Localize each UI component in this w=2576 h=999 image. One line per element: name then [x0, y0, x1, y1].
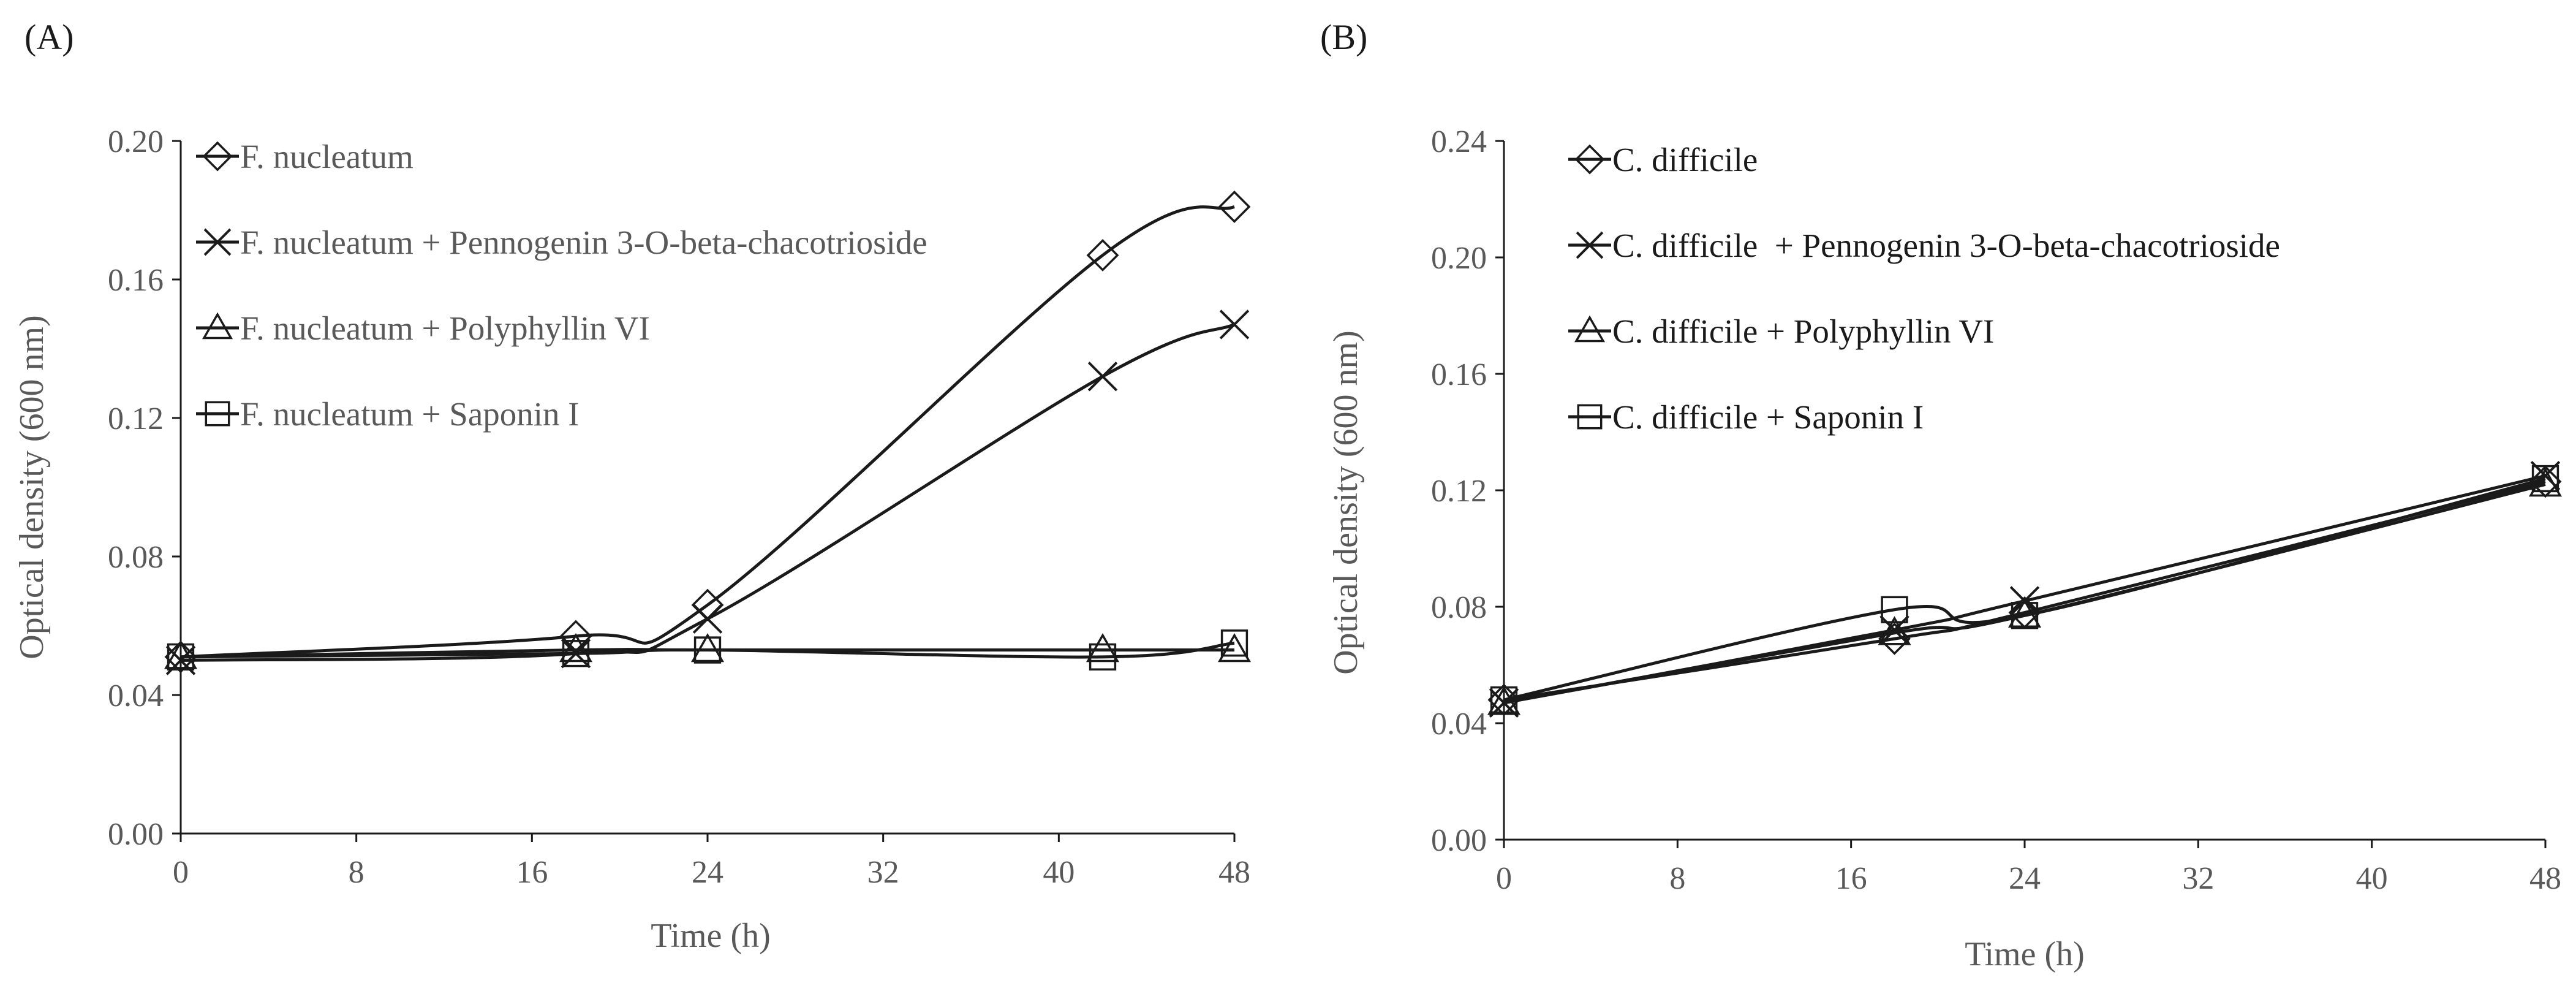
panel-b-chart: (B) Optical density (600 nm) Time (h) 0.…	[1320, 17, 2563, 973]
x-tick-label: 24	[692, 855, 723, 890]
data-point-x	[1219, 310, 1250, 340]
y-tick-label: 0.16	[1431, 357, 1487, 392]
y-tick-label: 0.12	[108, 401, 164, 436]
x-tick-label: 40	[2356, 861, 2388, 896]
data-point-square	[2011, 602, 2039, 629]
panel-a-axes: 0.00 0.04 0.08 0.12 0.16 0.20 0 8 16 24 32 40 48	[108, 124, 1250, 890]
data-point-triangle	[690, 633, 725, 663]
legend-item: F. nucleatum + Polyphyllin VI	[196, 310, 650, 347]
series-line	[180, 323, 1235, 662]
data-point-diamond	[1086, 238, 1119, 272]
data-point-triangle	[1217, 633, 1252, 663]
panel-a-series	[164, 190, 1252, 675]
panel-a-label: (A)	[25, 17, 74, 57]
y-tick-label: 0.12	[1431, 474, 1487, 509]
legend-item: F. nucleatum + Pennogenin 3-O-beta-chaco…	[196, 224, 927, 261]
legend-marker-diamond	[1574, 144, 1605, 175]
x-tick-label: 8	[1669, 861, 1685, 896]
series-square	[167, 629, 1248, 670]
y-tick-label: 0.20	[108, 124, 164, 159]
panel-b-x-axis-title: Time (h)	[1965, 935, 2085, 973]
legend-marker-diamond	[202, 141, 233, 172]
data-point-square	[167, 643, 195, 670]
y-tick-label: 0.16	[108, 263, 164, 298]
data-point-x	[692, 604, 723, 634]
data-point-triangle	[1878, 616, 1911, 645]
legend-item: C. difficile + Pennogenin 3-O-beta-chaco…	[1568, 227, 2280, 264]
legend-marker-x	[203, 228, 232, 256]
legend-item: F. nucleatum	[196, 138, 414, 175]
panel-b-series	[1487, 461, 2563, 718]
series-line	[1503, 474, 2546, 705]
legend-label: F. nucleatum	[240, 138, 414, 175]
series-x	[165, 310, 1250, 675]
legend-marker-x	[1576, 231, 1604, 259]
data-point-square	[693, 636, 722, 664]
x-tick-label: 40	[1043, 855, 1075, 890]
data-point-square	[1490, 686, 1518, 714]
y-tick-label: 0.24	[1431, 124, 1487, 159]
data-point-triangle	[559, 633, 593, 663]
legend-marker-square	[1577, 404, 1603, 430]
legend-label: C. difficile	[1612, 141, 1758, 178]
legend-item: C. difficile + Polyphyllin VI	[1568, 313, 1994, 350]
x-tick-label: 48	[1218, 855, 1250, 890]
panel-a-chart: (A) Optical density (600 nm) Time (h) 0.…	[13, 17, 1252, 955]
series-line	[1503, 477, 2546, 702]
legend-label: F. nucleatum + Polyphyllin VI	[240, 310, 650, 347]
panel-b-label: (B)	[1320, 17, 1367, 57]
y-tick-label: 0.04	[1431, 707, 1487, 742]
series-line	[180, 205, 1235, 659]
legend-marker-triangle	[202, 312, 233, 340]
data-point-square	[1220, 629, 1248, 657]
x-tick-label: 24	[2009, 861, 2041, 896]
legend-label: F. nucleatum + Saponin I	[240, 395, 580, 433]
x-tick-label: 16	[516, 855, 548, 890]
data-point-square	[2531, 465, 2559, 493]
series-square	[1490, 465, 2559, 714]
data-point-x	[1879, 615, 1909, 645]
x-tick-label: 32	[2182, 861, 2214, 896]
legend-marker-square	[205, 401, 230, 427]
y-tick-label: 0.00	[1431, 823, 1487, 858]
data-point-square	[562, 640, 590, 667]
data-point-triangle	[2528, 467, 2563, 497]
panel-a-x-axis-title: Time (h)	[651, 917, 771, 955]
series-line	[1503, 483, 2546, 705]
legend-item: F. nucleatum + Saponin I	[196, 395, 580, 433]
panel-b-y-axis-title: Optical density (600 nm)	[1327, 330, 1365, 674]
x-tick-label: 8	[349, 855, 364, 890]
legend-label: C. difficile + Saponin I	[1612, 398, 1924, 436]
x-tick-label: 0	[1496, 861, 1512, 896]
data-point-triangle	[1487, 686, 1521, 715]
x-tick-label: 0	[173, 855, 189, 890]
data-point-triangle	[164, 640, 198, 669]
x-tick-label: 48	[2529, 861, 2561, 896]
data-point-triangle	[1086, 633, 1120, 663]
data-point-square	[1089, 643, 1117, 670]
panel-a-y-axis-title: Optical density (600 nm)	[13, 315, 51, 659]
legend-item: C. difficile	[1568, 141, 1758, 178]
series-line	[180, 641, 1235, 659]
data-point-square	[1881, 596, 1908, 623]
y-tick-label: 0.08	[108, 540, 164, 575]
y-tick-label: 0.04	[108, 678, 164, 713]
legend-label: C. difficile + Polyphyllin VI	[1612, 313, 1994, 350]
x-tick-label: 32	[867, 855, 899, 890]
panel-b-legend: C. difficile C. difficile + Pennogenin 3-…	[1568, 141, 2280, 436]
y-tick-label: 0.00	[108, 817, 164, 852]
legend-label: C. difficile + Pennogenin 3-O-beta-chaco…	[1612, 227, 2280, 264]
data-point-x	[1087, 361, 1118, 392]
y-tick-label: 0.08	[1431, 590, 1487, 625]
panel-b-axes: 0.00 0.04 0.08 0.12 0.16 0.20 0.24 0 8 16 24 32 40 48	[1431, 124, 2561, 896]
y-tick-label: 0.20	[1431, 241, 1487, 276]
panel-a-legend: F. nucleatum F. nucleatum + Pennogenin 3-…	[196, 138, 927, 433]
series-triangle	[1487, 467, 2563, 715]
legend-marker-triangle	[1574, 315, 1606, 343]
legend-label: F. nucleatum + Pennogenin 3-O-beta-chaco…	[240, 224, 927, 261]
data-point-diamond	[1218, 190, 1251, 223]
x-tick-label: 16	[1835, 861, 1867, 896]
legend-item: C. difficile + Saponin I	[1568, 398, 1924, 436]
